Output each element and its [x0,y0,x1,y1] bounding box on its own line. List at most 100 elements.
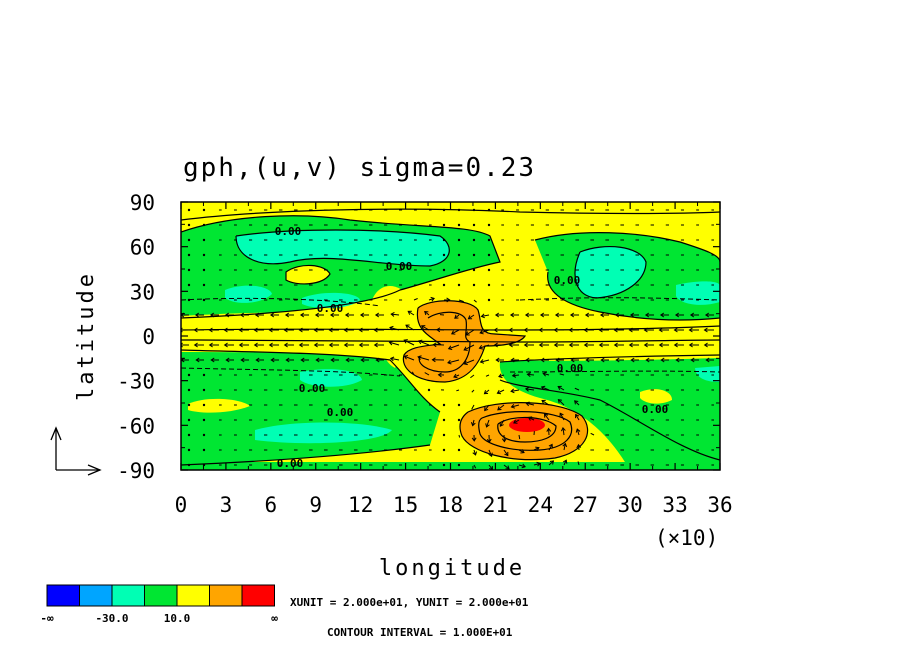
green-region-south-east [499,355,720,470]
vector-arrow [451,329,460,335]
vector-arrowhead [463,360,468,366]
vector-arrowhead [628,327,633,333]
colorbar-swatch [241,584,275,607]
vector-arrow [470,374,475,379]
x-tick-label: 36 [707,493,732,517]
vector-arrow [576,428,580,436]
vector-arrow [559,412,565,421]
vector-arrow [548,444,553,451]
x-tick-label: 15 [393,493,418,517]
vector-dot [457,238,461,242]
vector-arrow [458,299,464,303]
colorbar-label: -30.0 [95,612,128,625]
vector-arrowhead [268,327,273,333]
vector-arrowhead [389,356,395,362]
vector-arrowhead [493,327,498,333]
teal-region-2 [225,285,272,303]
vector-arrowhead [569,312,575,318]
vector-arrowhead [479,359,485,364]
vector-dot [442,208,446,212]
vector-arrow [574,400,580,406]
vector-arrowhead [575,413,580,419]
vector-arrowhead [328,342,333,348]
vector-dot [202,403,206,407]
vector-arrowhead [315,357,320,363]
vector-arrow [543,372,550,376]
vector-arrowhead [585,357,590,363]
vector-arrow [590,418,595,421]
teal-region-8 [695,366,720,382]
vector-arrow [481,314,490,317]
vector-arrow [528,416,535,421]
vector-arrow [526,402,535,406]
vector-arrow [424,372,430,376]
vector-arrow [548,460,554,466]
vector-arrowhead [600,357,605,363]
vector-arrowhead [254,312,260,318]
vector-arrowhead [298,327,303,333]
vector-arrowhead [541,399,546,404]
vector-arrow [557,386,565,391]
vector-arrow [391,313,400,316]
vector-dot [187,298,191,302]
x-multiplier-label: (×10) [655,526,718,550]
vector-dot [187,418,191,422]
x-tick-label: 24 [528,493,553,517]
vector-arrowhead [224,312,230,318]
contour-label: 0.00 [275,225,302,238]
vector-arrow [518,434,521,440]
vector-arrowhead [193,327,198,333]
x-tick-label: 30 [618,493,643,517]
vector-arrow [390,357,400,361]
vector-arrowhead [525,357,530,363]
vector-arrow [511,389,520,392]
vector-arrowhead [501,438,507,443]
vector-arrow [563,443,566,451]
vector-arrowhead [417,339,423,345]
vector-arrowhead [467,315,473,320]
vector-arrowhead [472,451,478,456]
vector-arrowhead [645,357,650,363]
vector-arrow [499,419,505,427]
vector-arrowhead [447,345,453,351]
vector-arrow [465,329,475,336]
vector-arrowhead [480,313,485,319]
vector-arrowhead [479,329,484,335]
vector-dot [487,298,491,302]
vector-arrow [488,464,493,470]
vector-arrowhead [493,342,498,348]
vector-arrow [418,340,430,346]
x-tick-label: 21 [483,493,508,517]
vector-arrowhead [495,357,500,363]
x-tick-label: 9 [309,493,322,517]
vector-arrowhead [284,312,290,318]
vector-arrowhead [436,327,441,333]
vector-arrowhead [689,312,695,318]
y-tick-label: 60 [130,236,155,260]
vector-arrow [544,413,550,421]
colorbar-label: 10.0 [164,612,191,625]
vector-arrowhead [209,312,215,318]
vector-arrowhead [508,342,513,348]
vector-arrow [456,389,460,392]
vector-arrowhead [470,422,476,427]
vector-arrow [447,359,460,364]
y-tick-label: 0 [142,325,155,349]
vector-dot [427,388,431,392]
vector-dot [187,253,191,257]
vector-units-text: XUNIT = 2.000e+01, YUNIT = 2.000e+01 [290,596,529,609]
vector-arrowhead [210,357,215,363]
vector-arrowhead [313,342,318,348]
teal-region-6 [255,422,392,444]
vector-dot [457,403,461,407]
vector-arrowhead [539,312,545,318]
yellow-island-3 [188,398,250,413]
vector-arrowhead [526,372,531,378]
vector-arrowhead [283,327,288,333]
vector-arrow [417,356,430,361]
vector-dot [187,238,191,242]
vector-arrowhead [675,357,680,363]
vector-arrow [404,355,415,361]
contour-label: 0.00 [557,362,584,375]
vector-arrowhead [498,373,503,379]
